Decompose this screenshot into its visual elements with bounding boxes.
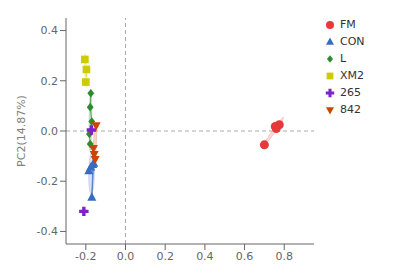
svg-text:0.0: 0.0 bbox=[117, 250, 135, 263]
svg-text:-0.2: -0.2 bbox=[37, 175, 58, 188]
svg-text:0.4: 0.4 bbox=[196, 250, 214, 263]
svg-text:0.2: 0.2 bbox=[41, 75, 59, 88]
svg-text:0.2: 0.2 bbox=[156, 250, 174, 263]
svg-text:PC2(14.87%): PC2(14.87%) bbox=[15, 95, 28, 167]
svg-text:0.6: 0.6 bbox=[236, 250, 254, 263]
svg-text:-0.2: -0.2 bbox=[75, 250, 96, 263]
html-text:L: L bbox=[340, 52, 347, 65]
html-text:842: 842 bbox=[340, 103, 361, 116]
svg-text:-0.4: -0.4 bbox=[37, 225, 58, 238]
svg-text:0.4: 0.4 bbox=[41, 24, 59, 37]
html-text:FM: FM bbox=[340, 18, 356, 31]
html-text:265: 265 bbox=[340, 86, 361, 99]
svg-text:0.8: 0.8 bbox=[275, 250, 293, 263]
html-text:XM2: XM2 bbox=[340, 69, 364, 82]
svg-text:0.0: 0.0 bbox=[41, 125, 59, 138]
html-text:CON: CON bbox=[340, 35, 365, 48]
